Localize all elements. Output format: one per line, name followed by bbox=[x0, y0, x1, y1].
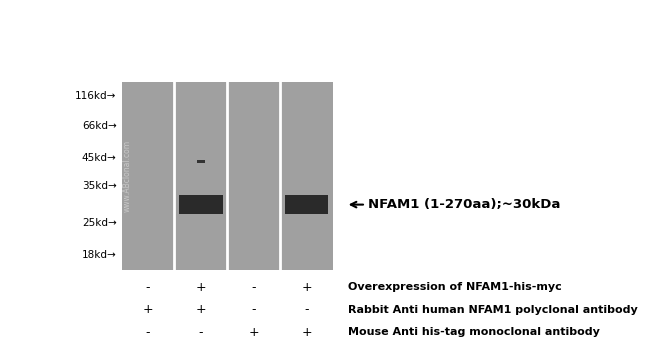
Text: +: + bbox=[143, 303, 153, 316]
Bar bbox=[179, 195, 222, 214]
Text: +: + bbox=[248, 326, 259, 339]
Text: 25kd→: 25kd→ bbox=[82, 218, 116, 228]
Text: +: + bbox=[196, 281, 206, 294]
Text: Rabbit Anti human NFAM1 polyclonal antibody: Rabbit Anti human NFAM1 polyclonal antib… bbox=[348, 305, 638, 315]
Text: 45kd→: 45kd→ bbox=[82, 153, 116, 163]
Text: 35kd→: 35kd→ bbox=[82, 181, 116, 191]
Text: +: + bbox=[196, 303, 206, 316]
Text: 18kd→: 18kd→ bbox=[82, 250, 116, 260]
Text: NFAM1 (1-270aa);~30kDa: NFAM1 (1-270aa);~30kDa bbox=[369, 198, 561, 211]
Text: www.ABclonal.com: www.ABclonal.com bbox=[123, 140, 132, 213]
Text: 116kd→: 116kd→ bbox=[75, 91, 116, 101]
Text: +: + bbox=[302, 326, 312, 339]
Text: -: - bbox=[146, 326, 150, 339]
Text: -: - bbox=[252, 303, 256, 316]
Text: +: + bbox=[302, 281, 312, 294]
Text: -: - bbox=[304, 303, 309, 316]
Bar bbox=[285, 195, 328, 214]
Text: 66kd→: 66kd→ bbox=[82, 121, 116, 131]
Text: -: - bbox=[146, 281, 150, 294]
Bar bbox=[122, 82, 333, 271]
Text: Mouse Anti his-tag monoclonal antibody: Mouse Anti his-tag monoclonal antibody bbox=[348, 327, 600, 337]
Text: Overexpression of NFAM1-his-myc: Overexpression of NFAM1-his-myc bbox=[348, 282, 562, 292]
Bar bbox=[197, 160, 205, 163]
Text: -: - bbox=[252, 281, 256, 294]
Text: -: - bbox=[199, 326, 203, 339]
